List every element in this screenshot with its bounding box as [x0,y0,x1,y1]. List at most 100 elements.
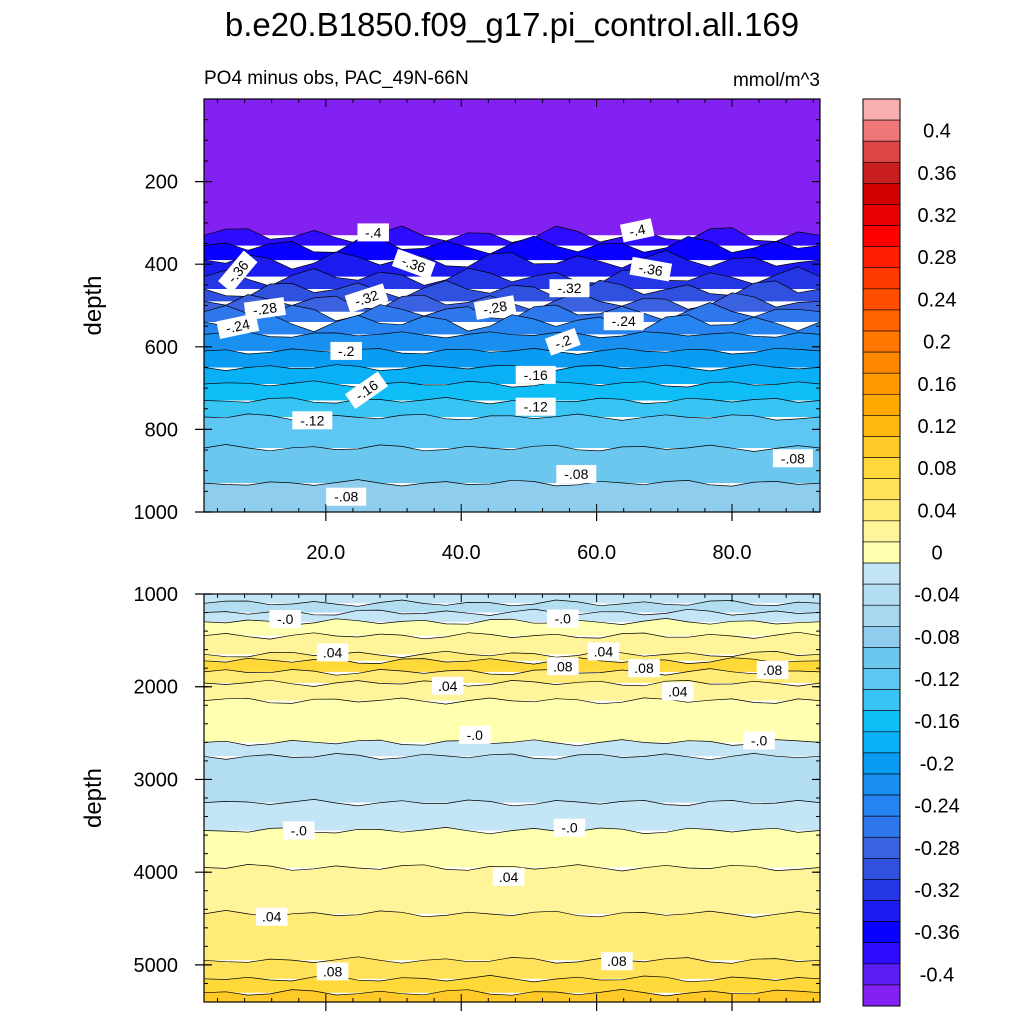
colorbar-tick-label: 0.36 [918,163,957,185]
contour-label-bg [629,256,673,282]
contour-label-bg [269,610,301,628]
y-tick-label: 400 [145,254,178,276]
contour-line [203,739,821,747]
colorbar-tick-label: -0.28 [914,838,960,860]
colorbar-tick-label: -0.2 [920,753,954,775]
x-tick-label: 40.0 [442,542,481,564]
contour-band [204,314,820,335]
contour-line [203,266,821,287]
panel-upper: 20.0 40.0 60.0 80.0 200 400 600 800 1000 depth -.4… [80,98,821,564]
contour-label-text: -.0 [277,611,294,627]
contour-label: .04 [662,682,694,701]
y-tick-label: 600 [145,337,178,359]
contour-label-bg [316,643,349,662]
contour-line [203,364,821,372]
colorbar-swatch [862,267,901,290]
contour-label-text: -.28 [482,298,509,318]
colorbar-swatch [862,879,901,901]
contour-line [203,631,821,640]
contour-label-text: -.0 [467,727,484,743]
contour-label: .08 [628,659,660,678]
contour-label-bg [601,952,633,971]
contour-line [203,989,821,997]
contour-line [203,956,821,964]
colorbar-tick-label: 0.16 [918,374,957,396]
colorbar-swatch [862,520,901,543]
contour-label: -.2 [330,341,362,360]
contour-label: -.0 [743,731,775,750]
contour-label: -.12 [515,397,556,416]
colorbar-swatch [862,541,901,564]
y-tick-label: 800 [145,419,178,441]
contour-label-bg [459,725,491,744]
contour-line [203,380,821,388]
contour-label-text: -.0 [555,611,572,627]
contour-band [204,657,820,672]
colorbar-swatch [862,457,901,479]
colorbar-swatch [862,752,901,775]
contour-label: -.24 [603,312,644,331]
contour-band [204,864,820,914]
contour-label-text: .08 [323,963,343,979]
plot-panels: 20.0 40.0 60.0 80.0 200 400 600 800 1000 depth -.4… [80,98,821,1011]
y-axis-label: depth [80,275,107,335]
contour-label: -.36 [629,256,673,282]
contour-band [204,594,820,604]
colorbar-swatch [862,815,901,838]
contour-label-text: -.4 [628,221,648,240]
contour-label-bg [743,731,775,750]
contour-label-text: -.12 [300,412,324,428]
contour-band [204,479,820,512]
contour-label-text: -.4 [365,224,382,240]
contour-band [204,292,820,312]
contour-label-bg [492,867,525,886]
contour-label-bg [344,283,389,313]
contour-line [203,753,821,761]
contour-label-text: .08 [634,660,654,676]
colorbar-tick-label: -0.16 [914,711,960,733]
colorbar-swatch [862,436,901,458]
colorbar-swatch [862,710,901,733]
contour-label-bg [391,248,436,280]
contour-label-bg [547,609,579,628]
contour-label-bg [662,682,694,701]
contour-label: .08 [601,952,633,971]
contour-line [203,650,821,658]
colorbar-swatch [862,225,901,247]
colorbar-swatch [862,731,901,754]
contour-label-text: .08 [763,662,783,678]
contour-label-text: .08 [607,953,627,969]
contour-band [204,226,820,246]
x-tick-label: 60.0 [577,542,616,564]
contour-label-bg [772,449,813,468]
contour-line [203,679,821,687]
contour-label-text: -.08 [334,489,358,505]
colorbar-tick-label: 0 [931,543,942,565]
colorbar-swatch [862,773,901,796]
colorbar-tick-label: -0.4 [920,964,954,986]
contour-band [204,413,820,448]
contour-label-text: -.36 [400,253,428,276]
contour-label: -.32 [549,279,590,298]
contour-label-bg [515,365,556,384]
contour-label-text: .04 [499,869,519,885]
contour-label: -.32 [344,283,389,313]
colorbar-swatch [862,921,901,944]
colorbar-swatch [862,393,901,416]
contour-label-bg [255,907,288,926]
contour-label: -.0 [553,818,586,837]
contour-label-bg [619,218,655,243]
colorbar-tick-label: -0.08 [914,627,960,649]
contour-label-text: -.32 [353,287,381,310]
contour-label-bg [316,962,349,981]
contour-label: -.4 [619,218,655,243]
contour-label: -.0 [269,610,301,628]
chart-units: mmol/m^3 [733,70,820,91]
contour-label-text: -.0 [751,733,768,749]
contour-line [203,347,821,355]
colorbar-tick-label: 0.2 [923,332,951,354]
contour-band [204,651,820,661]
contour-band [204,668,820,684]
colorbar-swatch [862,499,901,522]
contour-line [203,864,821,872]
